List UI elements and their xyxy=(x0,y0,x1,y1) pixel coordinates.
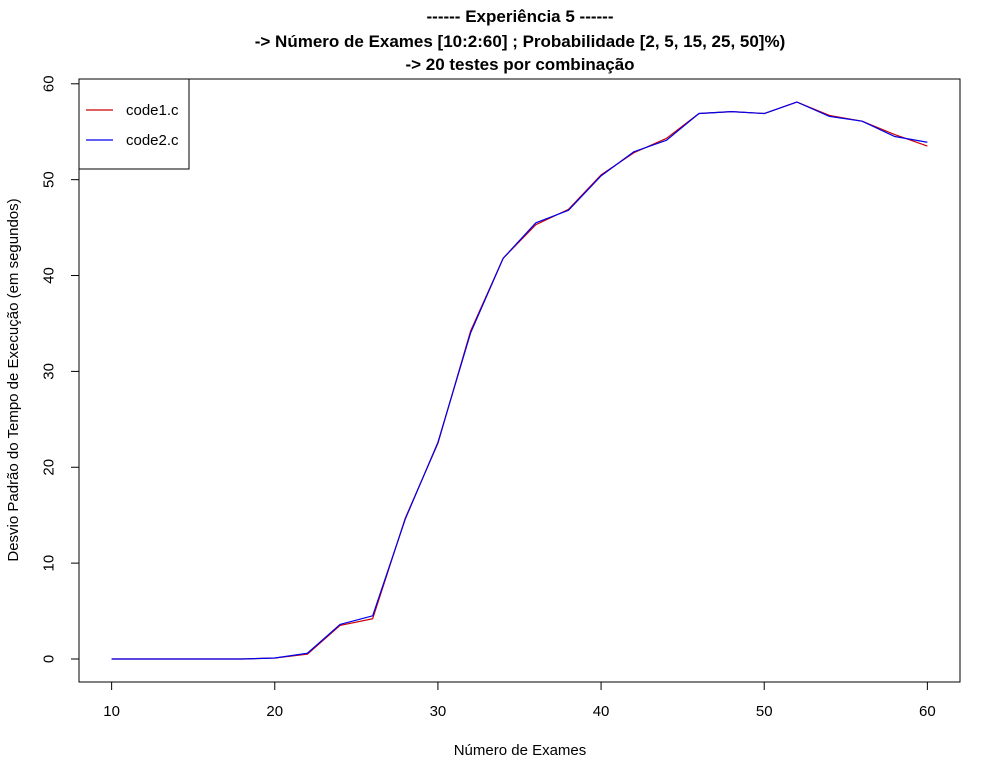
plot-frame xyxy=(78,78,961,683)
y-tick-label: 0 xyxy=(41,655,58,663)
y-tick-label: 60 xyxy=(41,75,58,92)
y-tick-label: 50 xyxy=(41,171,58,188)
y-axis-label: Desvio Padrão do Tempo de Execução (em s… xyxy=(5,198,22,561)
x-tick-label: 10 xyxy=(103,703,120,720)
legend-label-code1: code1.c xyxy=(126,102,179,119)
y-tick-label: 10 xyxy=(41,555,58,572)
legend-label-code2: code2.c xyxy=(126,132,179,149)
y-axis: 0 10 20 30 40 50 60 xyxy=(41,75,80,663)
y-tick-label: 30 xyxy=(41,363,58,380)
chart-title-line-2: -> Número de Exames [10:2:60] ; Probabil… xyxy=(255,32,786,51)
series-line-code2-c xyxy=(111,101,928,660)
y-tick-label: 40 xyxy=(41,267,58,284)
x-axis-label: Número de Exames xyxy=(454,742,587,759)
x-tick-label: 30 xyxy=(430,703,447,720)
series-line-code1-c xyxy=(111,101,928,660)
y-tick-label: 20 xyxy=(41,459,58,476)
series-layer xyxy=(111,101,928,660)
x-axis: 10 20 30 40 50 60 xyxy=(103,681,936,720)
chart-title-line-1: ------ Experiência 5 ------ xyxy=(427,7,614,26)
x-tick-label: 50 xyxy=(756,703,773,720)
x-tick-label: 40 xyxy=(593,703,610,720)
legend: code1.c code2.c xyxy=(78,78,190,170)
x-tick-label: 20 xyxy=(266,703,283,720)
legend-box xyxy=(78,78,190,170)
chart-title-line-3: -> 20 testes por combinação xyxy=(405,55,634,74)
x-tick-label: 60 xyxy=(919,703,936,720)
